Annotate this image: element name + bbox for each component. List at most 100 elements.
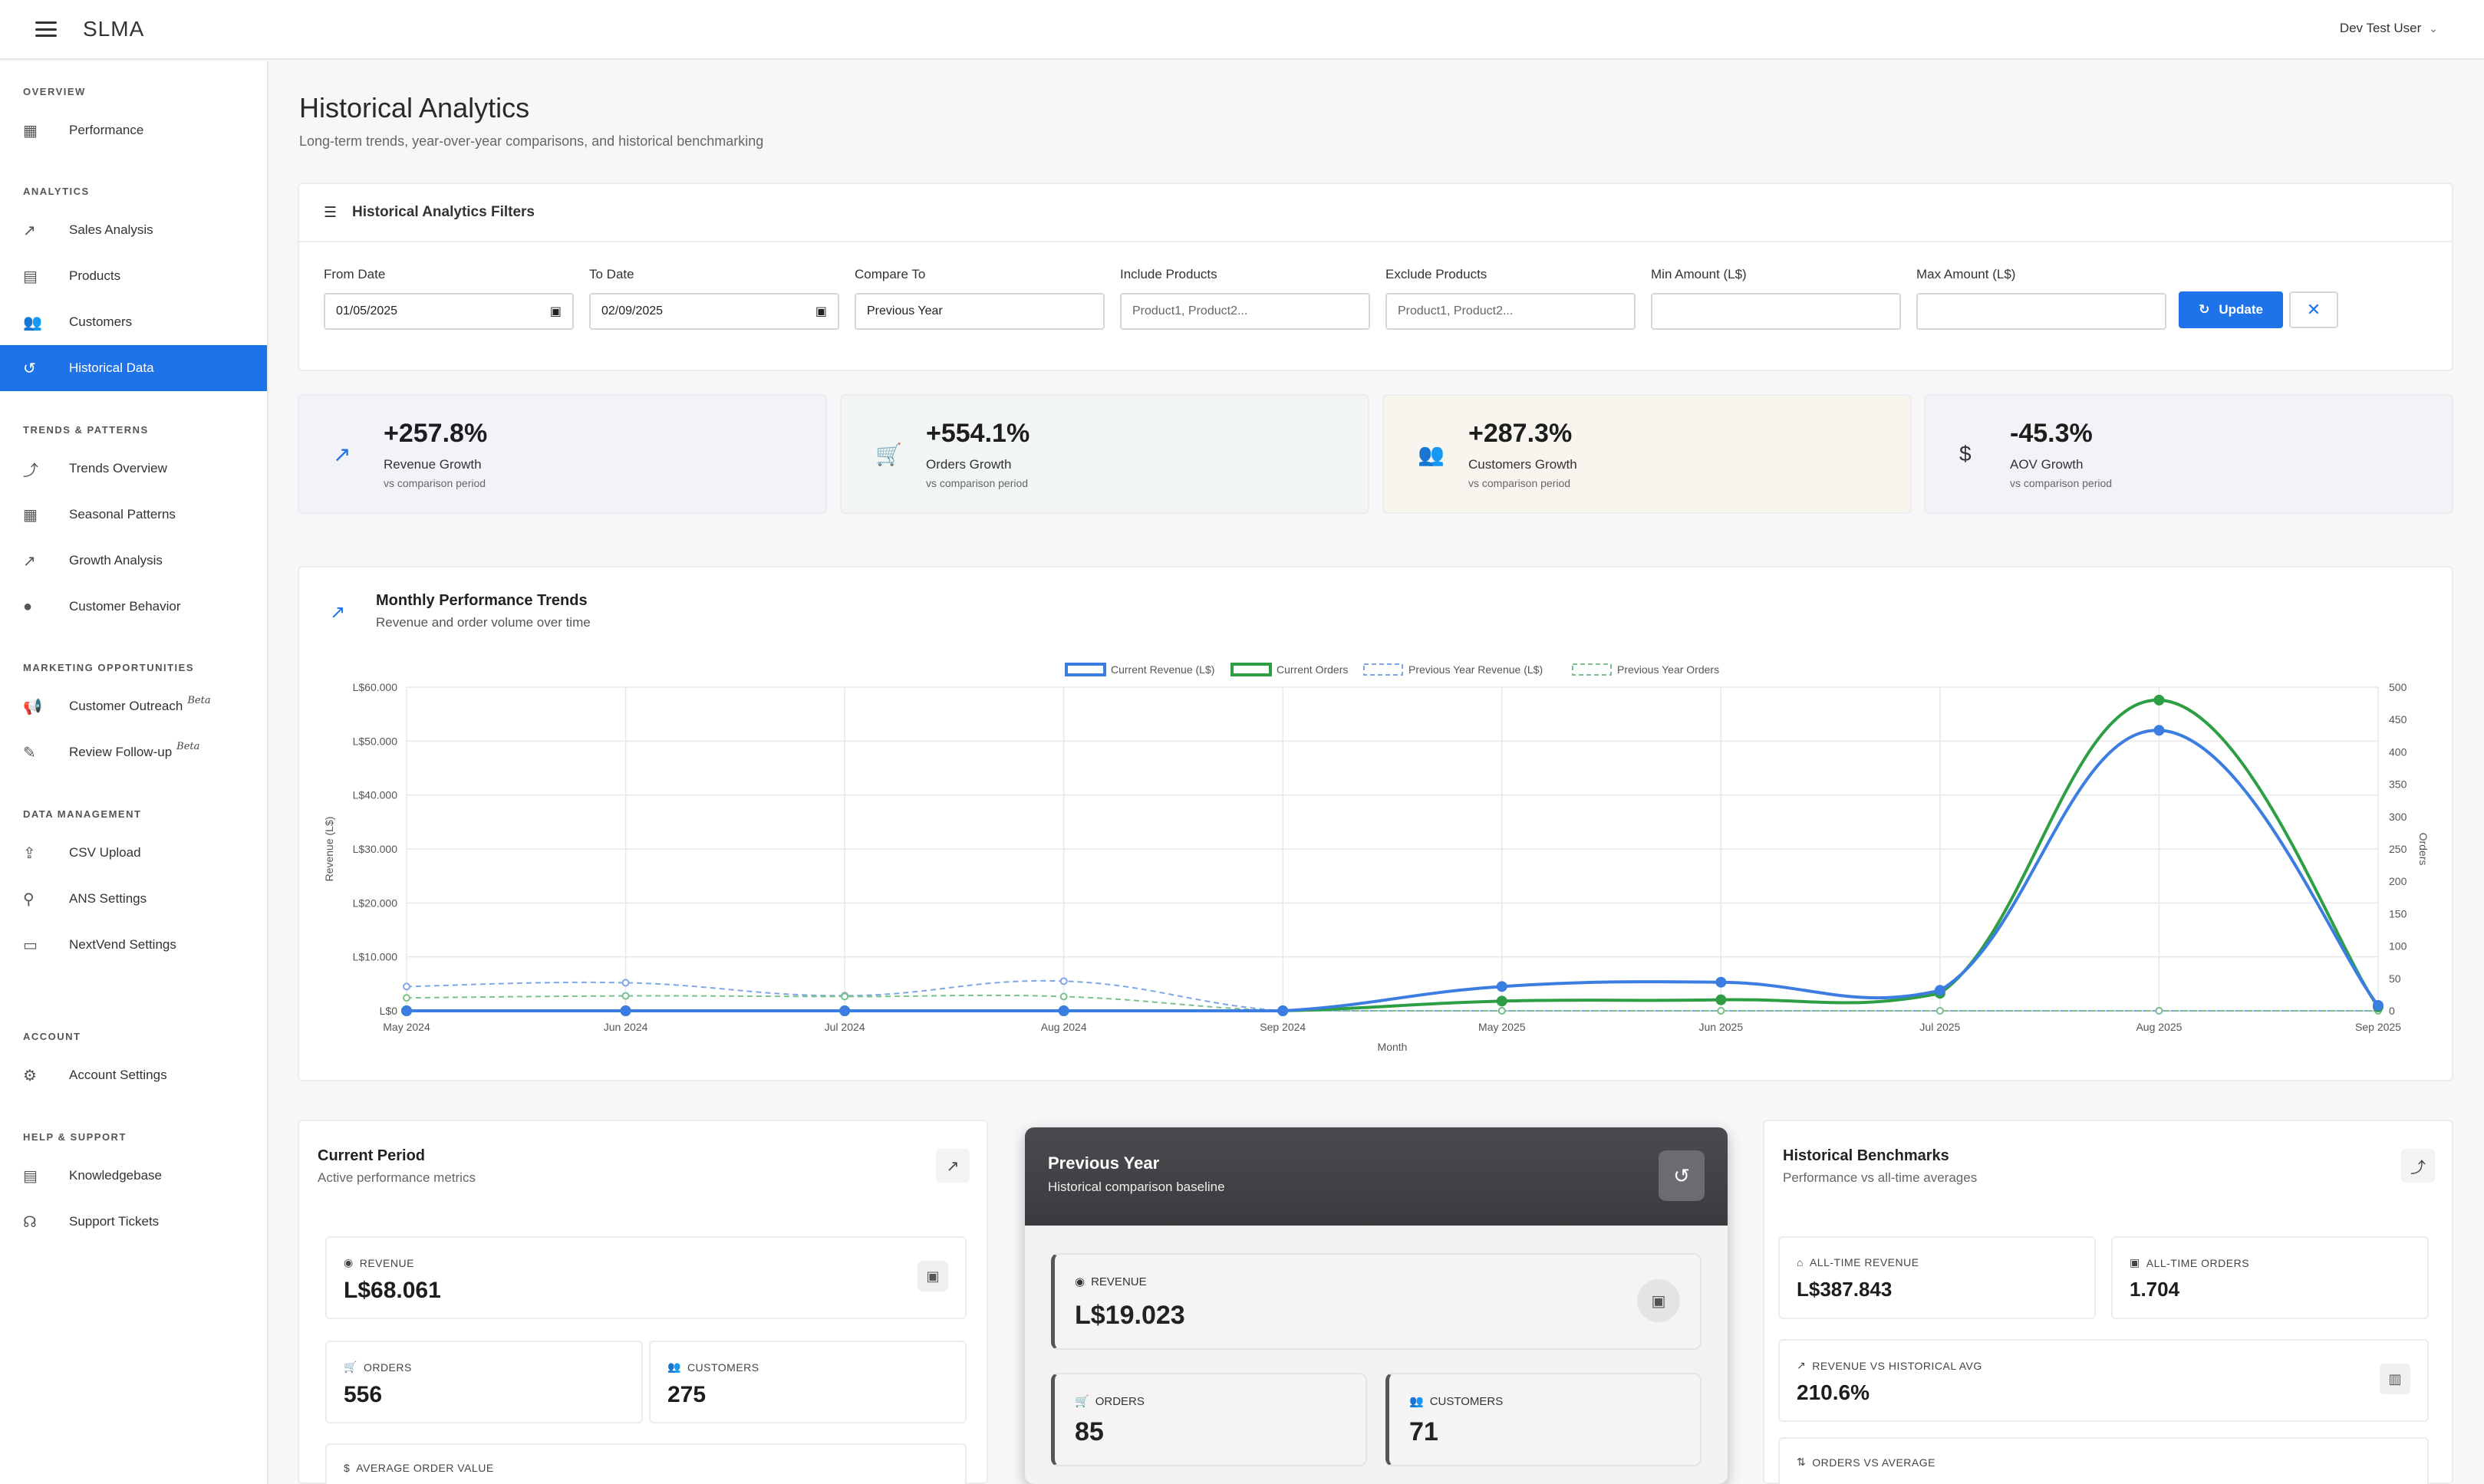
metric-label: ◉ REVENUE <box>1075 1275 1147 1289</box>
vending-icon: ▭ <box>23 936 38 954</box>
y-tick-label: L$40.000 <box>353 789 398 801</box>
revenue-label: REVENUE <box>359 1256 414 1269</box>
sidebar-item-label: Seasonal Patterns <box>69 507 176 522</box>
sidebar-item-knowledgebase[interactable]: ▤ Knowledgebase <box>0 1153 267 1199</box>
sidebar-item-customer-outreach[interactable]: 📢 Customer Outreach Beta <box>0 683 267 729</box>
clear-filters-button[interactable]: ✕ <box>2289 291 2338 328</box>
compare-to-group: Compare To Previous Year <box>855 267 1105 330</box>
chevron-down-icon: ⌄ <box>2429 21 2438 35</box>
y2-tick-label: 450 <box>2389 713 2407 726</box>
to-date-label: To Date <box>589 267 634 281</box>
sidebar-item-customers[interactable]: 👥 Customers <box>0 299 267 345</box>
metric-label: 🛒 ORDERS <box>344 1361 412 1374</box>
monthly-trends-card: ↗ Monthly Performance Trends Revenue and… <box>298 566 2453 1081</box>
upload-file-icon: ⇪ <box>23 844 36 862</box>
kpi-label: Orders Growth <box>926 457 1012 472</box>
user-menu[interactable]: Dev Test User ⌄ <box>2340 21 2438 36</box>
trending-up-icon: ↗ <box>1797 1359 1807 1371</box>
calendar-icon[interactable]: ▣ <box>549 305 562 318</box>
dashboard-icon: ▦ <box>23 122 38 140</box>
x-tick-label: Sep 2025 <box>2355 1021 2401 1033</box>
data-point <box>1496 981 1507 992</box>
orders-label: ORDERS <box>1095 1394 1145 1408</box>
history-icon[interactable]: ↺ <box>1659 1150 1705 1201</box>
chart-title: Monthly Performance Trends <box>376 592 588 609</box>
y2-tick-label: 50 <box>2389 972 2401 985</box>
all-time-revenue-label: ALL-TIME REVENUE <box>1809 1256 1919 1268</box>
analytics-icon[interactable]: ⤴ <box>2401 1149 2435 1183</box>
min-amount-input[interactable] <box>1651 293 1901 330</box>
close-icon: ✕ <box>2306 300 2321 319</box>
y2-tick-label: 300 <box>2389 811 2407 823</box>
max-amount-input[interactable] <box>1916 293 2166 330</box>
update-button[interactable]: ↻ Update <box>2179 291 2283 328</box>
data-point <box>620 1005 631 1016</box>
orders-vs-avg-card: ⇅ ORDERS VS AVERAGE <box>1778 1437 2429 1484</box>
sidebar-item-csv-upload[interactable]: ⇪ CSV Upload <box>0 830 267 876</box>
sidebar-item-nextvend-settings[interactable]: ▭ NextVend Settings <box>0 922 267 968</box>
section-help: HELP & SUPPORT <box>23 1131 127 1143</box>
current-orders-card: 🛒 ORDERS 556 <box>325 1341 643 1423</box>
sidebar-item-customer-behavior[interactable]: ● Customer Behavior <box>0 584 267 630</box>
min-amount-label: Min Amount (L$) <box>1651 267 1747 281</box>
revenue-vs-avg-value: 210.6% <box>1797 1380 1870 1404</box>
include-products-input[interactable]: Product1, Product2... <box>1120 293 1370 330</box>
wallet-icon: ▣ <box>1637 1279 1680 1322</box>
show-chart-icon: ↗ <box>330 602 346 623</box>
current-revenue-card: ◉ REVENUE L$68.061 ▣ <box>325 1236 967 1319</box>
aov-label: AVERAGE ORDER VALUE <box>356 1462 494 1474</box>
sidebar-item-support-tickets[interactable]: ☊ Support Tickets <box>0 1199 267 1245</box>
customers-label: CUSTOMERS <box>1429 1394 1504 1408</box>
current-period-panel: Current Period Active performance metric… <box>298 1120 988 1484</box>
sidebar-item-label: CSV Upload <box>69 845 141 860</box>
calendar-icon[interactable]: ▣ <box>815 305 827 318</box>
sidebar-item-seasonal-patterns[interactable]: ▦ Seasonal Patterns <box>0 492 267 538</box>
calendar-icon: ▦ <box>23 506 38 524</box>
data-point <box>839 1005 851 1016</box>
previous-year-header: Previous Year Historical comparison base… <box>1025 1127 1728 1226</box>
monthly-trends-chart[interactable]: L$0 L$10.000 L$20.000 L$30.000 L$40.000 L$50.… <box>299 568 2452 1080</box>
assessment-icon: ▥ <box>2380 1364 2410 1394</box>
cart-icon: 🛒 <box>875 443 902 466</box>
exclude-products-input[interactable]: Product1, Product2... <box>1385 293 1636 330</box>
menu-icon[interactable] <box>35 21 57 37</box>
compare-to-select[interactable]: Previous Year <box>855 293 1105 330</box>
dollar-icon: $ <box>344 1462 351 1474</box>
x-tick-label: Jun 2024 <box>604 1021 648 1033</box>
kpi-sub: vs comparison period <box>384 477 486 489</box>
sidebar-item-growth-analysis[interactable]: ↗ Growth Analysis <box>0 538 267 584</box>
section-account: ACCOUNT <box>23 1031 81 1042</box>
data-point <box>1058 1005 1069 1016</box>
tune-icon: ☰ <box>324 204 338 221</box>
sidebar-item-account-settings[interactable]: ⚙ Account Settings <box>0 1052 267 1098</box>
x-tick-label: May 2025 <box>1478 1021 1526 1033</box>
sidebar-item-products[interactable]: ▤ Products <box>0 253 267 299</box>
from-date-input[interactable]: 01/05/2025 ▣ <box>324 293 574 330</box>
kpi-sub: vs comparison period <box>926 477 1029 489</box>
sidebar-item-trends-overview[interactable]: ⤴ Trends Overview <box>0 446 267 492</box>
legend-label: Current Revenue (L$) <box>1111 663 1214 676</box>
kpi-label: Customers Growth <box>1468 457 1577 472</box>
section-analytics: ANALYTICS <box>23 186 90 197</box>
all-time-orders-value: 1.704 <box>2130 1278 2180 1301</box>
to-date-input[interactable]: 02/09/2025 ▣ <box>589 293 839 330</box>
previous-revenue-card: ◉ REVENUE L$19.023 ▣ <box>1051 1253 1702 1350</box>
trending-up-icon[interactable]: ↗ <box>936 1149 970 1183</box>
data-point <box>1496 995 1507 1007</box>
y2-tick-label: 100 <box>2389 940 2407 953</box>
sidebar-item-performance[interactable]: ▦ Performance <box>0 107 267 153</box>
previous-year-title: Previous Year <box>1048 1153 1160 1173</box>
data-point <box>621 992 630 1000</box>
user-name: Dev Test User <box>2339 21 2422 35</box>
section-overview: OVERVIEW <box>23 86 86 97</box>
sidebar-item-ans-settings[interactable]: ⚲ ANS Settings <box>0 876 267 922</box>
all-time-orders-card: ▣ ALL-TIME ORDERS 1.704 <box>2111 1236 2429 1319</box>
kpi-aov-growth: $ -45.3% AOV Growth vs comparison period <box>1924 394 2453 514</box>
sidebar-item-review-follow-up[interactable]: ✎ Review Follow-up Beta <box>0 729 267 775</box>
y-tick-label: L$10.000 <box>353 951 398 963</box>
coin-icon: ◉ <box>1075 1275 1086 1288</box>
sidebar-item-sales-analysis[interactable]: ↗ Sales Analysis <box>0 207 267 253</box>
sidebar-item-historical-data[interactable]: ↺ Historical Data <box>0 345 267 391</box>
kpi-label: Revenue Growth <box>384 457 482 472</box>
sidebar-item-label: Historical Data <box>69 360 154 375</box>
